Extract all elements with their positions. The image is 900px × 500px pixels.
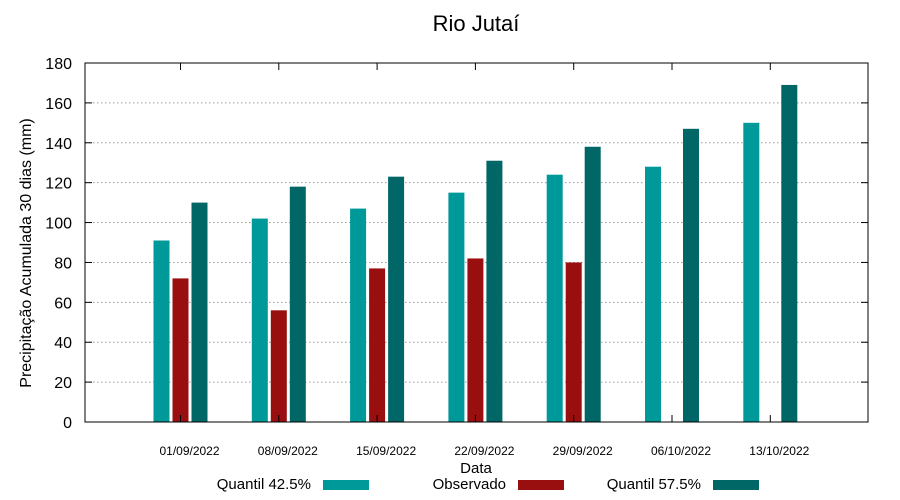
x-tick-label: 22/09/2022 [454,444,514,458]
x-axis-label: Data [460,460,492,477]
legend-swatch [713,480,759,490]
x-tick-label: 29/09/2022 [553,444,613,458]
y-tick-label: 180 [45,56,72,73]
y-tick-label: 0 [63,415,72,432]
legend-swatch [518,480,564,490]
y-tick-label: 40 [54,335,72,352]
x-ticks: 01/09/2022 08/09/2022 15/09/2022 22/09/2022… [159,63,810,458]
legend-label: Observado [433,476,506,493]
y-tick-label: 140 [45,136,72,153]
bar [289,186,306,422]
axes [84,62,869,423]
legend-label: Quantil 57.5% [607,476,701,493]
x-tick-label: 01/09/2022 [159,444,219,458]
y-tick-label: 100 [45,216,72,233]
bar [350,208,367,422]
y-tick-label: 120 [45,176,72,193]
bar [369,268,386,422]
bar [546,174,563,422]
x-tick-label: 06/10/2022 [651,444,711,458]
bar [486,160,503,422]
bar [743,122,760,422]
bar [683,128,699,423]
chart-title: Rio Jutaí [433,11,520,36]
bar [270,310,287,422]
bar [781,84,798,422]
legend: Quantil 42.5% Observado Quantil 57.5% [217,476,759,493]
bar [467,258,484,422]
bar [388,176,405,422]
y-tick-label: 160 [45,96,72,113]
y-tick-label: 80 [54,255,72,272]
y-tick-label: 60 [54,295,72,312]
bar [191,202,208,422]
bar [645,166,661,422]
y-tick-label: 20 [54,375,72,392]
legend-swatch [323,480,369,490]
bar [584,146,601,422]
x-tick-label: 13/10/2022 [749,444,809,458]
y-ticks: 0 20 40 60 80 100 120 140 160 180 [45,56,868,432]
legend-label: Quantil 42.5% [217,476,311,493]
y-axis-label: Precipitação Acumulada 30 dias (mm) [18,118,35,387]
gridlines [85,102,868,383]
bars [153,84,798,423]
x-tick-label: 08/09/2022 [258,444,318,458]
bar [153,240,170,422]
bar [251,218,268,422]
bar [172,278,189,422]
bar [565,262,582,422]
bar [448,192,465,422]
plot-frame [84,62,869,423]
x-tick-label: 15/09/2022 [356,444,416,458]
